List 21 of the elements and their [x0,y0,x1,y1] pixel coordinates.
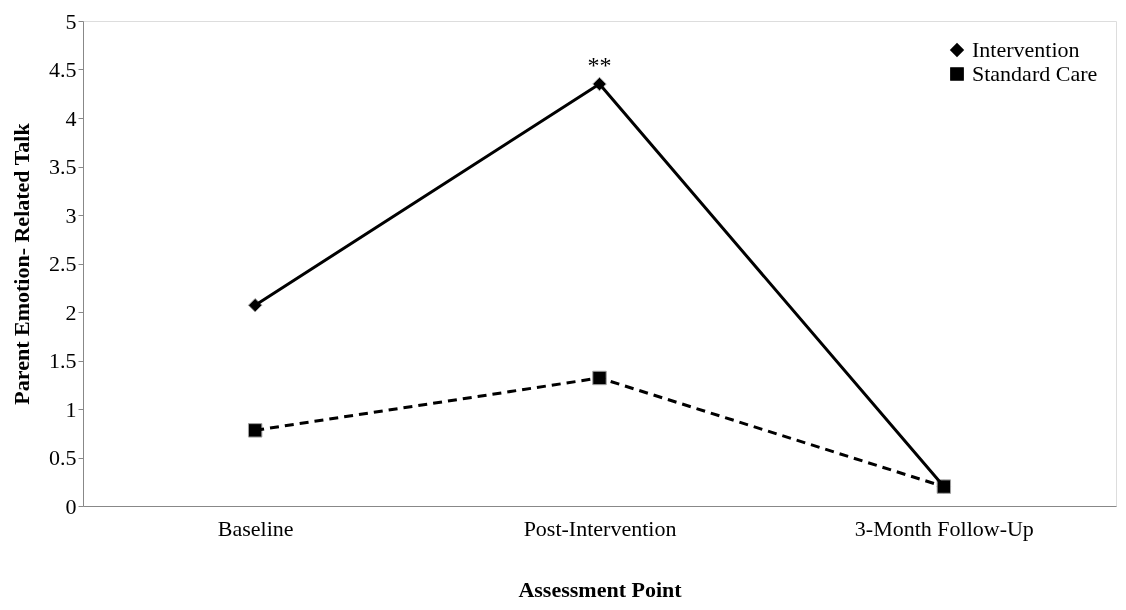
x-tick-label: Post-Intervention [523,515,677,541]
y-tick-label: 0 [65,493,77,519]
point [247,423,263,438]
y-tick-label: 1 [65,396,77,422]
legend-label: Intervention [972,37,1080,62]
y-tick-label: 1.5 [49,348,77,373]
y-tick-label: 3 [65,202,77,228]
y-tick-label: 2 [65,299,77,325]
y-tick-label: 0.5 [49,445,77,470]
y-tick-label: 4 [65,105,77,131]
annotation: ** [587,52,612,78]
legend-label: Standard Care [972,61,1098,86]
y-tick-label: 3.5 [49,154,77,179]
point [936,479,952,494]
y-tick-label: 5 [65,8,77,34]
y-axis-title: Parent Emotion- Related Talk [9,122,34,405]
x-tick-label: Baseline [217,515,294,541]
x-tick-label: 3-Month Follow-Up [854,515,1034,541]
y-tick-label: 2.5 [49,251,77,276]
x-axis-title: Assessment Point [518,576,683,602]
y-tick-label: 4.5 [49,57,77,82]
